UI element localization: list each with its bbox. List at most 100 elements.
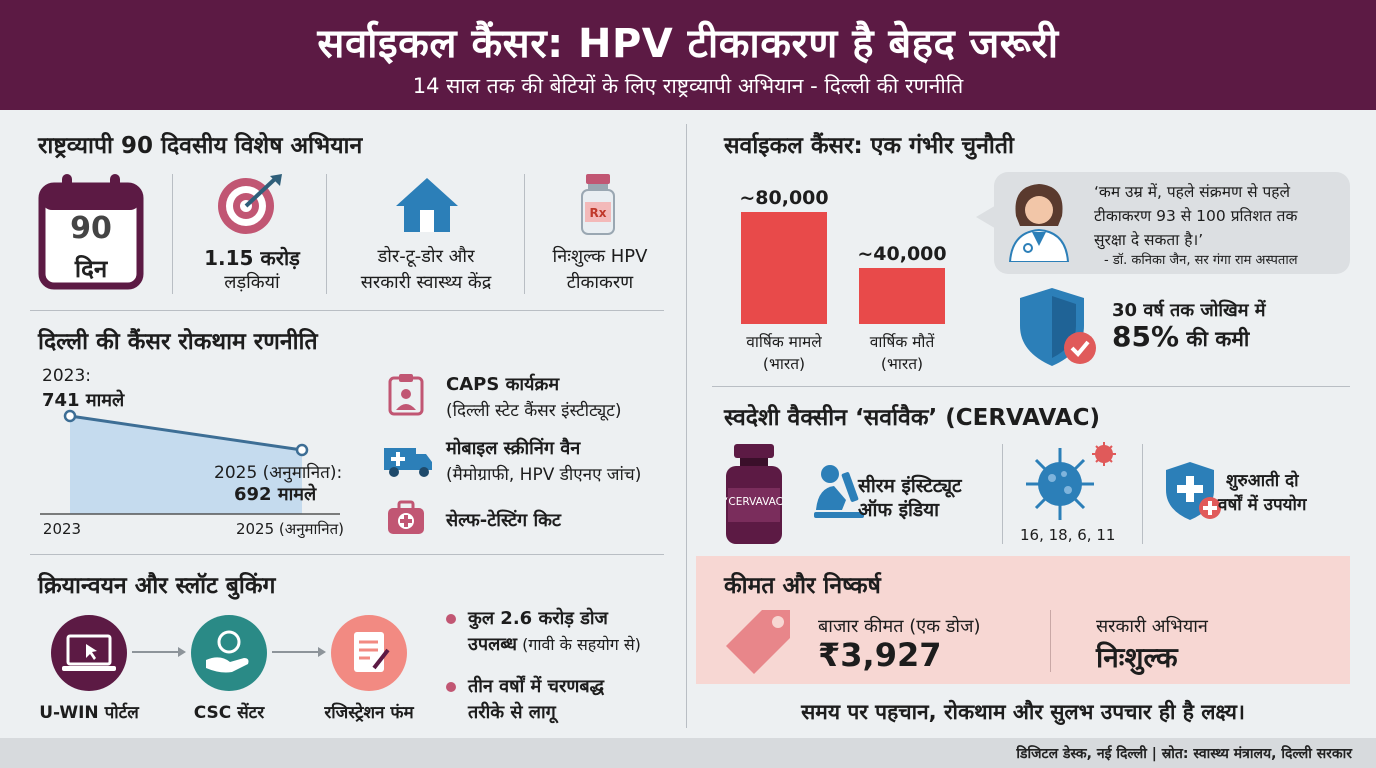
calendar-number: 90 — [70, 211, 112, 246]
bullet1-line2-bold: उपलब्ध — [468, 634, 518, 655]
maker-line2: ऑफ इंडिया — [858, 499, 940, 521]
step-uwin: U-WIN पोर्टल — [39, 703, 139, 723]
girls-count: 1.15 करोड़ — [204, 246, 300, 270]
doctor-avatar-icon — [1008, 184, 1070, 262]
bullet1-line1: कुल 2.6 करोड़ डोज — [468, 608, 608, 629]
bar-0 — [741, 212, 827, 324]
item-caps-line1: CAPS कार्यक्रम — [446, 374, 560, 395]
challenge-title: सर्वाइकल कैंसर: एक गंभीर चुनौती — [724, 133, 1014, 159]
market-label: बाजार कीमत (एक डोज) — [818, 616, 981, 637]
vial-label: ‘CERVAVAC — [725, 496, 783, 508]
area-fill — [70, 416, 302, 514]
govt-label: सरकारी अभियान — [1096, 616, 1208, 637]
step-registration: रजिस्ट्रेशन फंम — [324, 703, 414, 723]
bubble-tail — [976, 204, 998, 230]
calendar-icon — [38, 174, 144, 290]
quote-author: - डॉ. कनिका जैन, सर गंगा राम अस्पताल — [1104, 253, 1298, 268]
shield-check-icon — [1020, 288, 1096, 366]
column-divider — [686, 124, 687, 728]
divider — [1050, 610, 1051, 672]
delhi-cases-chart: 2023 2025 (अनुमानित) — [40, 409, 344, 539]
risk-line1: 30 वर्ष तक जोखिम में — [1112, 300, 1266, 321]
x-tick-label-1: 2025 (अनुमानित) — [236, 520, 344, 539]
delhi-title: दिल्ली की कैंसर रोकथाम रणनीति — [38, 329, 318, 355]
divider — [1002, 444, 1003, 544]
trend-line — [69, 414, 303, 452]
start-label-value: 741 मामले — [42, 390, 125, 411]
vaccine-vial-icon: Rx — [581, 174, 615, 235]
item-van-line2: (मैमोग्राफी, HPV डीएनए जांच) — [446, 465, 642, 485]
strain-list: 16, 18, 6, 11 — [1020, 526, 1116, 544]
delivery-line2: सरकारी स्वास्थ्य केंद्र — [360, 272, 492, 293]
item-van-line1: मोबाइल स्क्रीनिंग वैन — [446, 438, 581, 459]
national-burden-chart: ~80,000 ~40,000 — [739, 187, 947, 324]
page-title: सर्वाइकल कैंसर: HPV टीकाकरण है बेहद जरूर… — [317, 21, 1059, 67]
source-credit: डिजिटल डेस्क, नई दिल्ली | स्रोत: स्वास्थ… — [1016, 746, 1352, 762]
risk-value: 85% — [1112, 320, 1180, 353]
booking-title: क्रियान्वयन और स्लॉट बुकिंग — [38, 573, 276, 599]
girls-label: लड़कियां — [224, 272, 280, 293]
virus-icon — [1026, 442, 1116, 520]
maker-line1: सीरम इंस्टिट्यूट — [858, 475, 962, 497]
ambulance-van-icon — [384, 448, 432, 477]
bullet1-line2: उपलब्ध (गावी के सहयोग से) — [468, 632, 641, 656]
divider — [524, 174, 525, 294]
hand-service-icon — [191, 615, 267, 691]
x-tick-label-0: 2023 — [43, 520, 81, 538]
laptop-icon — [51, 615, 127, 691]
bar-category-label-0-0: वार्षिक मामले — [746, 333, 822, 351]
bullet2-line2: तरीके से लागू — [468, 702, 556, 723]
svg-text:Rx: Rx — [590, 206, 607, 220]
risk-line2: 85% की कमी — [1112, 320, 1249, 353]
govt-value: निःशुल्क — [1096, 641, 1178, 674]
microscope-scientist-icon — [814, 465, 864, 518]
campaign-title: राष्ट्रव्यापी 90 दिवसीय विशेष अभियान — [38, 133, 363, 159]
arrow-right-icon — [132, 647, 186, 657]
shield-plus-icon — [1166, 462, 1221, 520]
bullet-dot — [446, 682, 456, 692]
free-line2: टीकाकरण — [566, 272, 634, 293]
end-label-year: 2025 (अनुमानित): — [214, 463, 343, 483]
quote-line3: सुरक्षा दे सकता है।’ — [1094, 231, 1204, 249]
bullet2-line1: तीन वर्षों में चरणबद्ध — [468, 676, 605, 697]
arrow-right-icon — [272, 647, 326, 657]
price-panel — [696, 556, 1350, 684]
bullet-dot — [446, 614, 456, 624]
use-line1: शुरुआती दो — [1226, 471, 1299, 491]
data-point-1 — [295, 443, 309, 457]
conclusion-text: समय पर पहचान, रोकथाम और सुलभ उपचार ही है… — [801, 700, 1245, 724]
cervavac-title: स्वदेशी वैक्सीन ‘सर्वावैक’ (CERVAVAC) — [724, 405, 1100, 431]
bar-category-label-0-1: (भारत) — [762, 355, 806, 373]
price-title: कीमत और निष्कर्ष — [724, 573, 881, 599]
bar-value-label-1: ~40,000 — [857, 243, 946, 265]
item-caps-line2: (दिल्ली स्टेट कैंसर इंस्टीट्यूट) — [446, 401, 622, 421]
use-line2: वर्षों में उपयोग — [1218, 495, 1307, 515]
bar-value-label-0: ~80,000 — [739, 187, 828, 209]
price-tag-icon — [726, 610, 790, 674]
quote-line2: टीकाकरण 93 से 100 प्रतिशत तक — [1094, 207, 1298, 225]
calendar-unit: दिन — [74, 255, 108, 283]
divider — [712, 386, 1350, 387]
item-kit-line1: सेल्फ-टेस्टिंग किट — [446, 510, 562, 531]
bullet1-line2-note: (गावी के सहयोग से) — [517, 635, 641, 654]
house-icon — [396, 178, 458, 232]
bar-category-label-1-0: वार्षिक मौतें — [869, 333, 935, 351]
footer: डिजिटल डेस्क, नई दिल्ली | स्रोत: स्वास्थ… — [0, 738, 1376, 768]
bar-1 — [859, 268, 945, 324]
quote-line1: ‘कम उम्र में, पहले संक्रमण से पहले — [1094, 183, 1291, 201]
delivery-line1: डोर-टू-डोर और — [377, 246, 475, 267]
bar-category-label-1-1: (भारत) — [880, 355, 924, 373]
market-value: ₹3,927 — [818, 636, 942, 674]
clipboard-doctor-icon — [388, 374, 424, 416]
start-label-year: 2023: — [42, 366, 91, 386]
step-csc: CSC सेंटर — [193, 703, 265, 723]
target-icon — [218, 174, 282, 234]
end-label-value: 692 मामले — [234, 484, 317, 505]
free-line1: निःशुल्क HPV — [552, 246, 648, 267]
page-subtitle: 14 साल तक की बेटियों के लिए राष्ट्रव्याप… — [412, 74, 964, 98]
divider — [326, 174, 327, 294]
divider — [1142, 444, 1143, 544]
medical-kit-icon — [388, 500, 424, 534]
cervavac-vial-icon — [726, 444, 782, 544]
risk-suffix: की कमी — [1179, 327, 1250, 351]
